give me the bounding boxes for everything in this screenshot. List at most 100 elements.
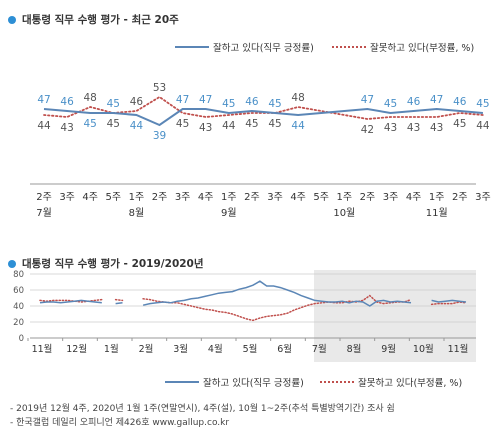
footnote-line: - 한국갤럽 데일리 오피니언 제426호 www.gallup.co.kr bbox=[10, 418, 230, 428]
approve-series-line bbox=[142, 280, 412, 307]
approve-data-label: 47 bbox=[176, 94, 189, 106]
approve-series-line bbox=[43, 107, 483, 127]
disapprove-data-label: 45 bbox=[453, 118, 466, 130]
x-tick-label: 4주 bbox=[198, 192, 214, 203]
approve-data-label: 47 bbox=[37, 94, 50, 106]
x-tick-label: 4주 bbox=[82, 192, 98, 203]
chart2-plot: 0 20 40 60 80 11월 12월 1월 2월 3월 4월 5월 6월 7월 8월 9월 10월 11월 bbox=[13, 270, 476, 362]
approve-data-label: 45 bbox=[222, 98, 235, 110]
x-tick-label: 11월 bbox=[32, 343, 53, 355]
x-tick-label: 2주 bbox=[452, 192, 468, 203]
x-tick-label: 4주 bbox=[406, 192, 422, 203]
approve-data-label: 46 bbox=[453, 96, 467, 108]
x-tick-label: 1주 bbox=[221, 192, 237, 203]
x-tick-label: 1주 bbox=[337, 192, 353, 203]
x-tick-label: 7월 bbox=[36, 207, 52, 219]
x-tick-label: 3주 bbox=[267, 192, 283, 203]
chart2-legend-approve-label: 잘하고 있다(직무 긍정률) bbox=[203, 378, 304, 389]
x-tick-label: 2주 bbox=[244, 192, 260, 203]
chart2-title-text: 대통령 직무 수행 평가 - 2019/2020년 bbox=[22, 258, 204, 270]
disapprove-data-label: 43 bbox=[60, 122, 73, 134]
approve-data-label: 46 bbox=[407, 96, 421, 108]
approve-data-label: 45 bbox=[107, 98, 120, 110]
x-tick-label: 6월 bbox=[277, 343, 292, 355]
approve-data-label: 46 bbox=[245, 96, 259, 108]
x-tick-label: 5월 bbox=[243, 343, 258, 355]
x-tick-label: 5주 bbox=[313, 192, 329, 203]
disapprove-data-label: 43 bbox=[384, 122, 397, 134]
disapprove-data-label: 43 bbox=[407, 122, 420, 134]
x-tick-label: 2월 bbox=[139, 343, 154, 355]
dotted-line-swatch-icon bbox=[320, 381, 354, 383]
disapprove-series-line bbox=[39, 298, 103, 303]
disapprove-data-label: 44 bbox=[37, 120, 51, 132]
x-tick-label: 11월 bbox=[426, 207, 448, 219]
chart1-legend-disapprove: 잘못하고 있다(부정률, %) bbox=[332, 40, 474, 54]
chart1-plot: 47 46 45 45 44 39 47 47 45 46 45 44 47 45 46 47 46 45 44 43… bbox=[30, 82, 491, 219]
x-tick-label: 3월 bbox=[173, 343, 188, 355]
approve-data-label: 47 bbox=[430, 94, 443, 106]
x-tick-label: 10월 bbox=[333, 207, 355, 219]
footnote-line: - 2019년 12월 4주, 2020년 1월 1주(연말연시), 4주(설)… bbox=[10, 404, 395, 414]
y-tick-label: 40 bbox=[13, 302, 24, 312]
x-tick-label: 3주 bbox=[175, 192, 191, 203]
approve-data-label: 39 bbox=[153, 130, 166, 142]
x-tick-label: 3주 bbox=[475, 192, 491, 203]
disapprove-data-label: 45 bbox=[268, 118, 281, 130]
approve-series-line bbox=[115, 302, 123, 305]
approve-data-label: 44 bbox=[130, 120, 144, 132]
x-tick-label: 1주 bbox=[129, 192, 145, 203]
x-tick-label: 3주 bbox=[59, 192, 75, 203]
disapprove-data-label: 46 bbox=[130, 96, 144, 108]
chart2-title: 대통령 직무 수행 평가 - 2019/2020년 bbox=[8, 256, 204, 271]
x-tick-label: 4월 bbox=[208, 343, 223, 355]
disapprove-data-label: 43 bbox=[199, 122, 212, 134]
y-tick-label: 20 bbox=[13, 318, 24, 328]
approve-data-label: 45 bbox=[268, 98, 281, 110]
y-tick-label: 80 bbox=[13, 270, 24, 280]
dotted-line-swatch-icon bbox=[332, 46, 366, 48]
x-tick-label: 5주 bbox=[106, 192, 122, 203]
approve-data-label: 44 bbox=[291, 120, 305, 132]
x-tick-label: 9월 bbox=[221, 207, 237, 219]
x-tick-label: 1주 bbox=[429, 192, 445, 203]
x-tick-label: 8월 bbox=[347, 343, 362, 355]
x-tick-label: 1월 bbox=[104, 343, 119, 355]
x-tick-label: 4주 bbox=[290, 192, 306, 203]
bullet-dot-icon bbox=[8, 259, 16, 268]
x-tick-label: 7월 bbox=[312, 343, 327, 355]
chart2-legend-approve: 잘하고 있다(직무 긍정률) bbox=[165, 375, 304, 389]
disapprove-data-label: 48 bbox=[84, 92, 97, 104]
disapprove-series-line bbox=[430, 301, 467, 306]
x-tick-label: 3주 bbox=[383, 192, 399, 203]
solid-line-swatch-icon bbox=[165, 381, 199, 383]
chart1-title: 대통령 직무 수행 평가 - 최근 20주 bbox=[8, 12, 179, 27]
approve-data-label: 45 bbox=[84, 118, 97, 130]
chart2-legend-disapprove-label: 잘못하고 있다(부정률, %) bbox=[358, 378, 463, 389]
footnotes: - 2019년 12월 4주, 2020년 1월 1주(연말연시), 4주(설)… bbox=[10, 402, 395, 430]
approve-data-label: 47 bbox=[361, 94, 374, 106]
x-tick-label: 2주 bbox=[152, 192, 168, 203]
chart1-legend-disapprove-label: 잘못하고 있다(부정률, %) bbox=[370, 43, 475, 54]
y-tick-label: 60 bbox=[13, 286, 24, 296]
x-tick-label: 8월 bbox=[129, 207, 145, 219]
disapprove-data-label: 43 bbox=[430, 122, 443, 134]
chart2-legend-disapprove: 잘못하고 있다(부정률, %) bbox=[320, 375, 462, 389]
disapprove-data-label: 53 bbox=[153, 82, 166, 94]
approve-data-label: 45 bbox=[476, 98, 489, 110]
bullet-dot-icon bbox=[8, 15, 16, 24]
chart1-legend-approve-label: 잘하고 있다(직무 긍정률) bbox=[213, 43, 314, 54]
x-tick-label: 9월 bbox=[381, 343, 396, 355]
disapprove-data-label: 48 bbox=[291, 92, 304, 104]
x-tick-label: 12월 bbox=[66, 343, 87, 355]
disapprove-data-label: 44 bbox=[476, 120, 490, 132]
y-tick-label: 0 bbox=[19, 334, 24, 344]
approve-series-line bbox=[39, 299, 102, 304]
chart1-title-text: 대통령 직무 수행 평가 - 최근 20주 bbox=[22, 14, 179, 26]
disapprove-data-label: 45 bbox=[245, 118, 258, 130]
approve-series-line bbox=[431, 299, 467, 303]
disapprove-series-line bbox=[142, 294, 412, 322]
disapprove-series-line bbox=[114, 298, 124, 302]
x-tick-label: 2주 bbox=[360, 192, 376, 203]
